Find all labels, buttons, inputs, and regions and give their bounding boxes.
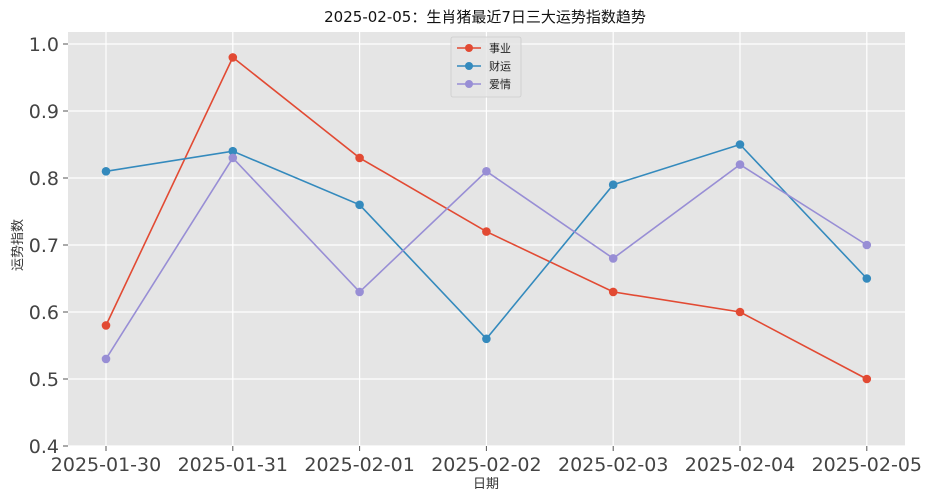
- x-axis-ticks: 2025-01-30 2025-01-31 2025-02-01 2025-02-02…: [51, 446, 922, 476]
- data-point: [228, 153, 238, 163]
- data-point: [101, 321, 111, 330]
- series-group: [101, 53, 872, 384]
- data-point: [482, 227, 491, 236]
- data-point: [101, 167, 111, 176]
- y-axis-ticks: 0.4 0.5 0.6 0.7 0.8 0.9 1.0: [29, 34, 68, 458]
- series-0: [101, 53, 872, 384]
- y-tick-label: 0.8: [29, 168, 59, 190]
- data-point: [228, 53, 238, 62]
- x-tick-label: 2025-02-02: [431, 454, 541, 476]
- y-tick-label: 0.9: [29, 101, 59, 123]
- legend-label: 事业: [489, 42, 511, 55]
- x-tick-label: 2025-02-04: [685, 454, 795, 476]
- data-point: [862, 240, 872, 250]
- y-tick-label: 0.4: [29, 436, 59, 458]
- data-point: [101, 354, 111, 364]
- data-point: [735, 160, 745, 169]
- y-tick-label: 0.7: [29, 235, 59, 257]
- data-point: [608, 180, 618, 189]
- data-point: [482, 167, 491, 176]
- data-point: [862, 374, 872, 384]
- x-axis-label: 日期: [473, 477, 499, 492]
- data-point: [355, 153, 364, 163]
- y-tick-label: 1.0: [29, 34, 59, 56]
- x-tick-label: 2025-02-05: [812, 454, 922, 476]
- data-point: [355, 200, 364, 210]
- legend-label: 爱情: [489, 78, 511, 91]
- series-2: [101, 153, 872, 364]
- data-point: [735, 307, 745, 317]
- data-point: [228, 146, 238, 156]
- legend-label: 财运: [489, 59, 511, 73]
- y-tick-label: 0.5: [29, 369, 59, 391]
- data-point: [608, 254, 618, 263]
- series-1: [101, 140, 872, 344]
- x-tick-label: 2025-02-03: [558, 454, 668, 476]
- legend-swatch-marker: [465, 80, 473, 88]
- grid-lines: [68, 32, 905, 447]
- x-tick-label: 2025-02-01: [304, 454, 414, 476]
- data-point: [862, 274, 872, 283]
- data-point: [735, 140, 745, 149]
- chart-title: 2025-02-05：生肖猪最近7日三大运势指数趋势: [324, 8, 646, 26]
- legend-swatch-marker: [465, 44, 473, 52]
- data-point: [482, 334, 491, 344]
- x-tick-label: 2025-01-31: [178, 454, 288, 476]
- legend-swatch-marker: [465, 62, 473, 70]
- y-axis-label: 运势指数: [10, 219, 26, 271]
- y-tick-label: 0.6: [29, 302, 59, 324]
- x-tick-label: 2025-01-30: [51, 454, 161, 476]
- data-point: [355, 287, 364, 297]
- data-point: [608, 287, 618, 297]
